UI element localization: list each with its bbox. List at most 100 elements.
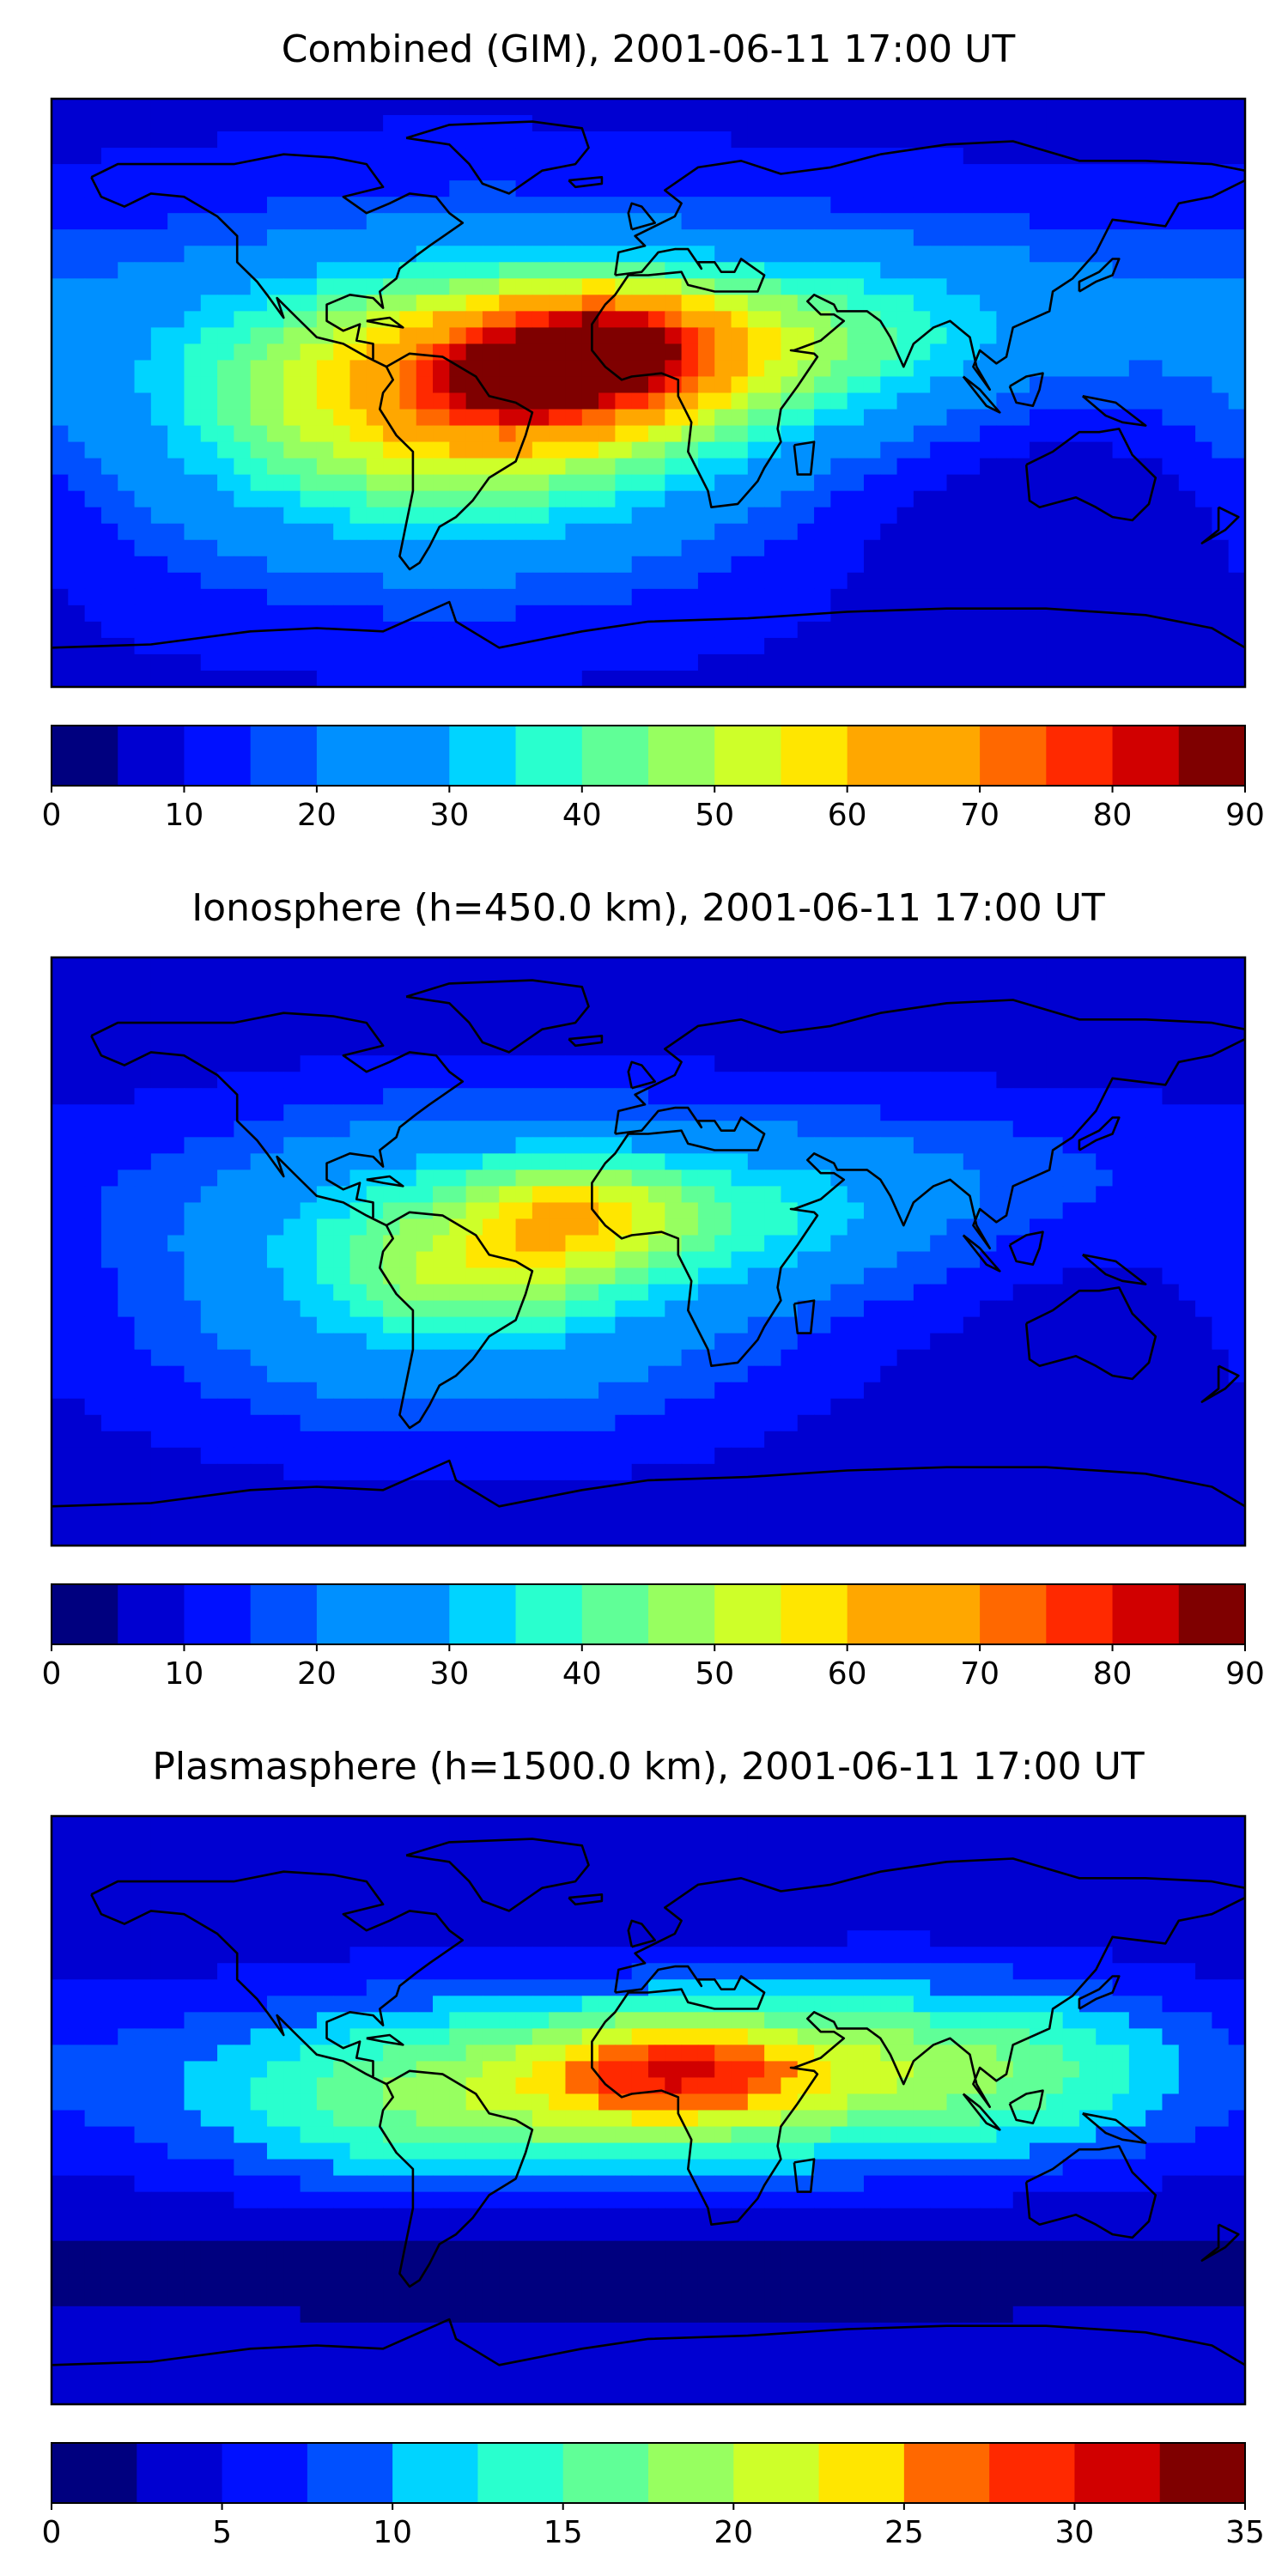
field-cell: [134, 572, 152, 590]
field-cell: [565, 131, 583, 149]
field-cell: [1030, 572, 1047, 590]
field-cell: [565, 295, 583, 312]
field-cell: [565, 1137, 583, 1154]
field-cell: [1062, 458, 1080, 476]
field-cell: [631, 957, 649, 975]
field-cell: [648, 1316, 665, 1334]
field-cell: [134, 605, 152, 623]
field-cell: [167, 1447, 185, 1465]
field-cell: [84, 246, 102, 263]
colorbar-swatch: [250, 726, 318, 786]
field-cell: [946, 99, 964, 116]
field-cell: [200, 1398, 218, 1416]
field-cell: [84, 670, 102, 687]
field-cell: [1046, 1398, 1064, 1416]
field-cell: [266, 490, 284, 508]
field-cell: [996, 425, 1014, 443]
field-cell: [1046, 1104, 1064, 1121]
field-cell: [814, 507, 831, 525]
field-cell: [366, 409, 384, 427]
field-cell: [946, 376, 964, 394]
field-cell: [266, 1284, 284, 1302]
field-cell: [615, 327, 633, 345]
field-cell: [665, 115, 683, 132]
field-cell: [863, 1218, 881, 1236]
colorbar: 0 10 20 30 40 50 60 70 80 90: [42, 725, 1265, 833]
field-cell: [333, 990, 351, 1007]
field-cell: [764, 229, 782, 246]
field-cell: [963, 197, 981, 214]
field-cell: [1096, 1463, 1114, 1481]
field-cell: [714, 458, 732, 476]
field-cell: [880, 1316, 898, 1334]
field-cell: [1195, 311, 1212, 328]
field-cell: [134, 1479, 152, 1498]
field-cell: [731, 1088, 749, 1105]
field-cell: [1178, 1333, 1196, 1351]
field-cell: [349, 1251, 368, 1269]
field-cell: [1046, 1170, 1064, 1187]
field-cell: [665, 262, 683, 279]
field-cell: [648, 572, 665, 590]
field-cell: [930, 1137, 948, 1154]
field-cell: [665, 1153, 683, 1170]
field-cell: [1096, 974, 1114, 991]
field-cell: [814, 670, 831, 687]
field-cell: [747, 507, 765, 525]
field-cell: [118, 957, 136, 975]
field-cell: [1162, 1333, 1180, 1351]
field-cell: [1195, 1104, 1212, 1121]
field-cell: [814, 1447, 831, 1465]
field-cell: [118, 572, 136, 590]
field-cell: [515, 1170, 533, 1187]
field-cell: [697, 278, 715, 295]
field-cell: [416, 164, 434, 181]
field-cell: [1128, 376, 1146, 394]
field-cell: [1162, 441, 1180, 459]
field-cell: [266, 458, 284, 476]
field-cell: [896, 653, 914, 671]
field-cell: [316, 99, 334, 116]
field-cell: [167, 605, 185, 623]
field-cell: [68, 990, 86, 1007]
field-cell: [366, 1202, 384, 1220]
field-cell: [1062, 1137, 1080, 1154]
field-cell: [697, 1186, 715, 1204]
field-cell: [532, 441, 550, 459]
field-cell: [764, 1153, 782, 1170]
field-cell: [399, 327, 417, 345]
field-cell: [565, 180, 583, 197]
field-cell: [532, 213, 550, 230]
field-cell: [731, 523, 749, 541]
field-cell: [118, 1006, 136, 1024]
coastline: [627, 202, 656, 231]
field-cell: [797, 1349, 815, 1367]
field-cell: [615, 1137, 633, 1154]
field-cell: [300, 164, 318, 181]
field-cell: [266, 572, 284, 590]
field-cell: [697, 1414, 715, 1432]
field-cell: [234, 131, 252, 149]
field-cell: [399, 164, 417, 181]
field-cell: [1228, 180, 1245, 197]
field-cell: [200, 1316, 218, 1334]
field-cell: [68, 148, 86, 165]
field-cell: [366, 99, 384, 116]
field-cell: [200, 392, 218, 410]
field-cell: [913, 1284, 931, 1302]
field-cell: [1162, 1398, 1180, 1416]
field-cell: [549, 213, 567, 230]
field-cell: [880, 523, 898, 541]
field-cell: [68, 1202, 86, 1220]
field-cell: [714, 1039, 732, 1056]
field-cell: [118, 1186, 136, 1204]
field-cell: [1062, 99, 1080, 116]
field-cell: [581, 1121, 599, 1138]
field-cell: [980, 670, 998, 687]
field-cell: [84, 1006, 102, 1024]
field-cell: [150, 1137, 168, 1154]
field-cell: [830, 1039, 848, 1056]
field-cell: [913, 360, 931, 378]
field-cell: [830, 556, 848, 574]
field-cell: [963, 1072, 981, 1089]
